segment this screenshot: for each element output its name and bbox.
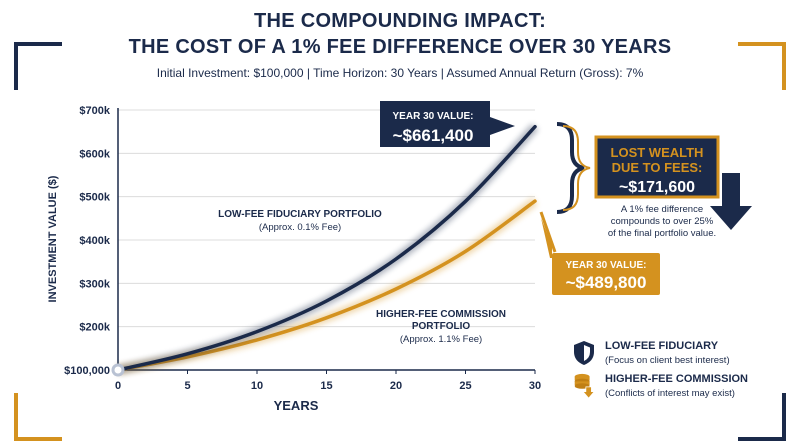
legend-low-fee-title: LOW-FEE FIDUCIARY xyxy=(605,340,719,352)
start-point-marker xyxy=(111,363,125,377)
lost-wealth-callout: LOST WEALTH DUE TO FEES: ~$171,600 A 1% … xyxy=(594,135,752,239)
corner-accent-top-left xyxy=(14,42,62,90)
y-tick-label: $400k xyxy=(79,235,110,247)
y-tick-label: $600k xyxy=(79,148,110,160)
low-fee-end-callout: YEAR 30 VALUE: ~$661,400 xyxy=(380,101,515,147)
y-tick-label: $500k xyxy=(79,192,110,204)
low-fee-series-line xyxy=(116,124,537,372)
high-fee-series-label-line1: HIGHER-FEE COMMISSION xyxy=(376,309,506,320)
chart-subtitle: Initial Investment: $100,000 | Time Hori… xyxy=(156,66,644,80)
x-tick-label: 0 xyxy=(115,380,121,392)
tick-labels: $100,000 $200k $300k $400k $500k $600k $700k 0 5… xyxy=(64,105,541,392)
lost-wealth-title-line1: LOST WEALTH xyxy=(611,145,704,160)
high-fee-series-sublabel: (Approx. 1.1% Fee) xyxy=(400,334,482,345)
x-tick-label: 30 xyxy=(529,380,541,392)
x-tick-label: 5 xyxy=(184,380,190,392)
corner-accent-bottom-left xyxy=(14,393,62,441)
low-fee-callout-title: YEAR 30 VALUE: xyxy=(393,111,474,122)
difference-brace xyxy=(556,122,585,214)
x-tick-label: 20 xyxy=(390,380,402,392)
high-fee-callout-pointer-line xyxy=(539,211,557,253)
high-fee-callout-value: ~$489,800 xyxy=(566,273,647,292)
legend-low-fee-subtitle: (Focus on client best interest) xyxy=(605,355,730,366)
low-fee-callout-box xyxy=(380,101,515,147)
legend-high-fee-subtitle: (Conflicts of interest may exist) xyxy=(605,388,735,399)
low-fee-series-sublabel: (Approx. 0.1% Fee) xyxy=(259,222,341,233)
lost-wealth-title-line2: DUE TO FEES: xyxy=(612,160,703,175)
series-lines xyxy=(111,123,539,377)
lost-wealth-value: ~$171,600 xyxy=(619,179,695,196)
x-tick-label: 10 xyxy=(251,380,263,392)
high-fee-end-callout: YEAR 30 VALUE: ~$489,800 xyxy=(539,211,660,295)
chart-title-line2: THE COST OF A 1% FEE DIFFERENCE OVER 30 … xyxy=(128,36,672,58)
high-fee-callout-pointer xyxy=(541,218,552,258)
x-tick-label: 25 xyxy=(459,380,471,392)
x-tick-label: 15 xyxy=(320,380,332,392)
high-fee-callout-title: YEAR 30 VALUE: xyxy=(566,260,647,271)
chart-title-line1: THE COMPOUNDING IMPACT: xyxy=(253,10,547,32)
corner-accent-bottom-right xyxy=(738,393,786,441)
y-tick-label: $100,000 xyxy=(64,365,110,377)
legend-high-fee-title: HIGHER-FEE COMMISSION xyxy=(605,373,749,385)
lost-wealth-note-line2: compounds to over 25% xyxy=(611,216,714,227)
high-fee-series-label-line2: PORTFOLIO xyxy=(412,321,471,332)
high-fee-callout-box xyxy=(552,253,660,295)
corner-accent-top-right xyxy=(738,42,786,90)
down-arrow-icon xyxy=(710,173,752,230)
difference-brace-accent xyxy=(562,125,591,211)
axes xyxy=(117,108,535,371)
y-tick-label: $700k xyxy=(79,105,110,117)
lost-wealth-box xyxy=(594,135,720,199)
low-fee-series-label: LOW-FEE FIDUCIARY PORTFOLIO xyxy=(218,209,382,220)
lost-wealth-note-line1: A 1% fee difference xyxy=(621,204,703,215)
low-fee-callout-value: ~$661,400 xyxy=(393,126,474,145)
lost-wealth-note-line3: of the final portfolio value. xyxy=(608,228,716,239)
x-axis-label: YEARS xyxy=(274,398,319,413)
y-tick-label: $300k xyxy=(79,278,110,290)
y-tick-label: $200k xyxy=(79,322,110,334)
coins-down-icon xyxy=(574,373,595,399)
shield-icon xyxy=(574,341,594,365)
y-axis-label: INVESTMENT VALUE ($) xyxy=(47,175,59,302)
